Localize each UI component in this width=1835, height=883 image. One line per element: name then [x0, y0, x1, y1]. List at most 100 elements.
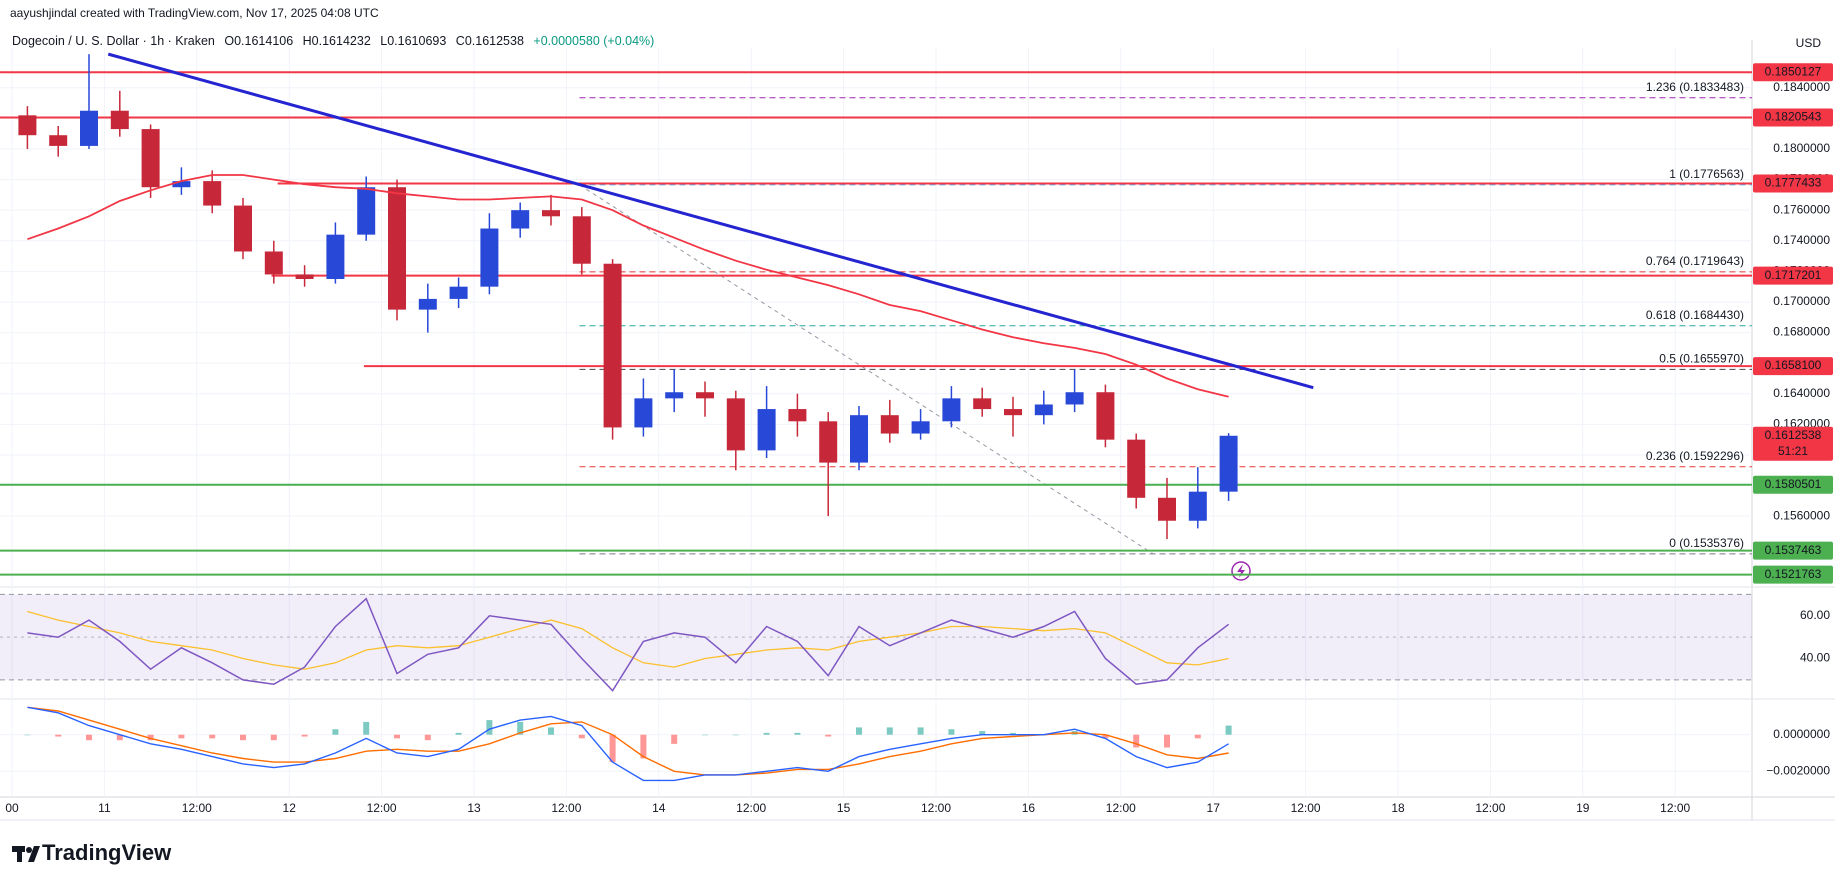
x-tick-label: 19 [1576, 801, 1590, 815]
candle-body [572, 216, 591, 264]
current-price-label: 0.1612538 [1765, 428, 1822, 442]
x-tick-label: 12:00 [736, 801, 766, 815]
candle-body [1065, 392, 1084, 405]
macd-histogram-bar [1102, 734, 1109, 739]
macd-tick-label: 0.0000000 [1773, 727, 1830, 741]
level-price-label: 0.1521763 [1765, 567, 1822, 581]
level-price-box [1753, 565, 1833, 584]
x-tick-label: 12:00 [921, 801, 951, 815]
candle-body [18, 115, 37, 136]
moving-average [27, 174, 1229, 398]
macd-histogram-bar [394, 734, 400, 739]
y-tick-label: 0.1680000 [1773, 325, 1830, 339]
logo-icon [12, 846, 40, 862]
candle-body [542, 210, 560, 217]
candle-body [757, 409, 776, 451]
candle-body [665, 392, 684, 399]
y-tick-label: 0.1740000 [1773, 233, 1830, 247]
macd-histogram-bar [209, 734, 216, 739]
candle-body [234, 205, 252, 252]
level-price-box [1753, 541, 1833, 560]
logo-shape [17, 846, 22, 862]
macd-histogram-bar [578, 734, 585, 739]
macd-histogram-bar [332, 729, 339, 735]
level-price-box [1753, 475, 1833, 494]
candle-body [264, 251, 283, 275]
macd-histogram-bar [455, 732, 462, 735]
rsi-tick-label: 60.00 [1800, 608, 1830, 622]
candle-body [295, 274, 314, 280]
candle-body [1127, 439, 1146, 498]
y-tick-label: 0.1560000 [1773, 508, 1830, 522]
x-tick-label: 00 [5, 801, 19, 815]
alert-icon-bolt [1237, 564, 1245, 578]
macd-histogram-bar [732, 734, 739, 736]
x-tick-label: 12:00 [551, 801, 581, 815]
macd-histogram-bar [486, 720, 493, 735]
macd-histogram-bar [1133, 734, 1140, 748]
symbol: Dogecoin / U. S. Dollar · 1h · Kraken [12, 34, 215, 48]
fib-label: 0.5 (0.1655970) [1659, 351, 1744, 365]
macd-histogram-bar [1225, 725, 1232, 735]
ohlc-close: C0.1612538 [455, 34, 524, 48]
x-tick-label: 12:00 [1660, 801, 1690, 815]
logo-text: TradingView [42, 840, 172, 865]
macd-histogram-bar [702, 734, 708, 736]
macd-histogram-bar [825, 734, 832, 737]
macd-histogram-bar [640, 734, 647, 759]
macd-histogram-bar [979, 731, 986, 735]
macd-histogram-bar [424, 734, 431, 741]
countdown-label: 51:21 [1778, 444, 1808, 458]
level-price-label: 0.1777433 [1765, 176, 1822, 190]
candle-body [1096, 392, 1115, 440]
macd-histogram-bar [178, 734, 185, 739]
x-tick-label: 16 [1022, 801, 1036, 815]
logo-shape [28, 846, 40, 862]
macd-histogram-bar [24, 734, 31, 736]
candle-body [696, 392, 714, 399]
ohlc-high: H0.1614232 [302, 34, 371, 48]
macd-histogram-bar [917, 727, 924, 735]
x-tick-label: 14 [652, 801, 666, 815]
candle-body [203, 181, 222, 206]
y-tick-label: 0.1840000 [1773, 80, 1830, 94]
candle-body [1004, 409, 1022, 416]
symbol-header: Dogecoin / U. S. Dollar · 1h · Kraken O0… [12, 34, 660, 48]
macd-histogram-bar [1164, 734, 1170, 748]
currency: USD [1795, 36, 1821, 50]
x-tick-label: 12 [283, 801, 297, 815]
candle-body [110, 110, 129, 130]
macd-histogram-bar [363, 721, 370, 735]
rsi-line [27, 597, 1230, 692]
candle-body [850, 415, 868, 463]
candle-body [942, 398, 961, 422]
macd-histogram-bar [301, 734, 308, 737]
macd-tick-label: −0.0020000 [1766, 763, 1830, 777]
macd-histogram-bar [609, 734, 616, 763]
macd-histogram-bar [794, 732, 801, 735]
rsi-tick-label: 40.00 [1800, 651, 1830, 665]
candle-body [511, 210, 530, 229]
macd-histogram-bar [240, 734, 246, 741]
candle-body [634, 398, 653, 428]
level-price-box [1753, 108, 1833, 127]
ohlc-low: L0.1610693 [380, 34, 447, 48]
candle-body [480, 228, 499, 287]
fib-label: 1.236 (0.1833483) [1646, 80, 1744, 94]
level-price-label: 0.1658100 [1765, 358, 1822, 372]
macd-histogram-bar [1010, 732, 1016, 735]
fib-label: 0.764 (0.1719643) [1646, 254, 1744, 268]
candle-body [172, 181, 191, 188]
author-line: aayushjindal created with TradingView.co… [10, 6, 379, 20]
level-price-label: 0.1850127 [1765, 64, 1822, 78]
level-price-box [1753, 357, 1833, 376]
x-tick-label: 12:00 [182, 801, 212, 815]
level-price-box [1753, 174, 1833, 193]
y-tick-label: 0.1640000 [1773, 386, 1830, 400]
candle-body [388, 187, 406, 310]
candle-body [1158, 497, 1176, 521]
macd-signal [27, 706, 1229, 776]
fib-label: 0.618 (0.1684430) [1646, 308, 1744, 322]
